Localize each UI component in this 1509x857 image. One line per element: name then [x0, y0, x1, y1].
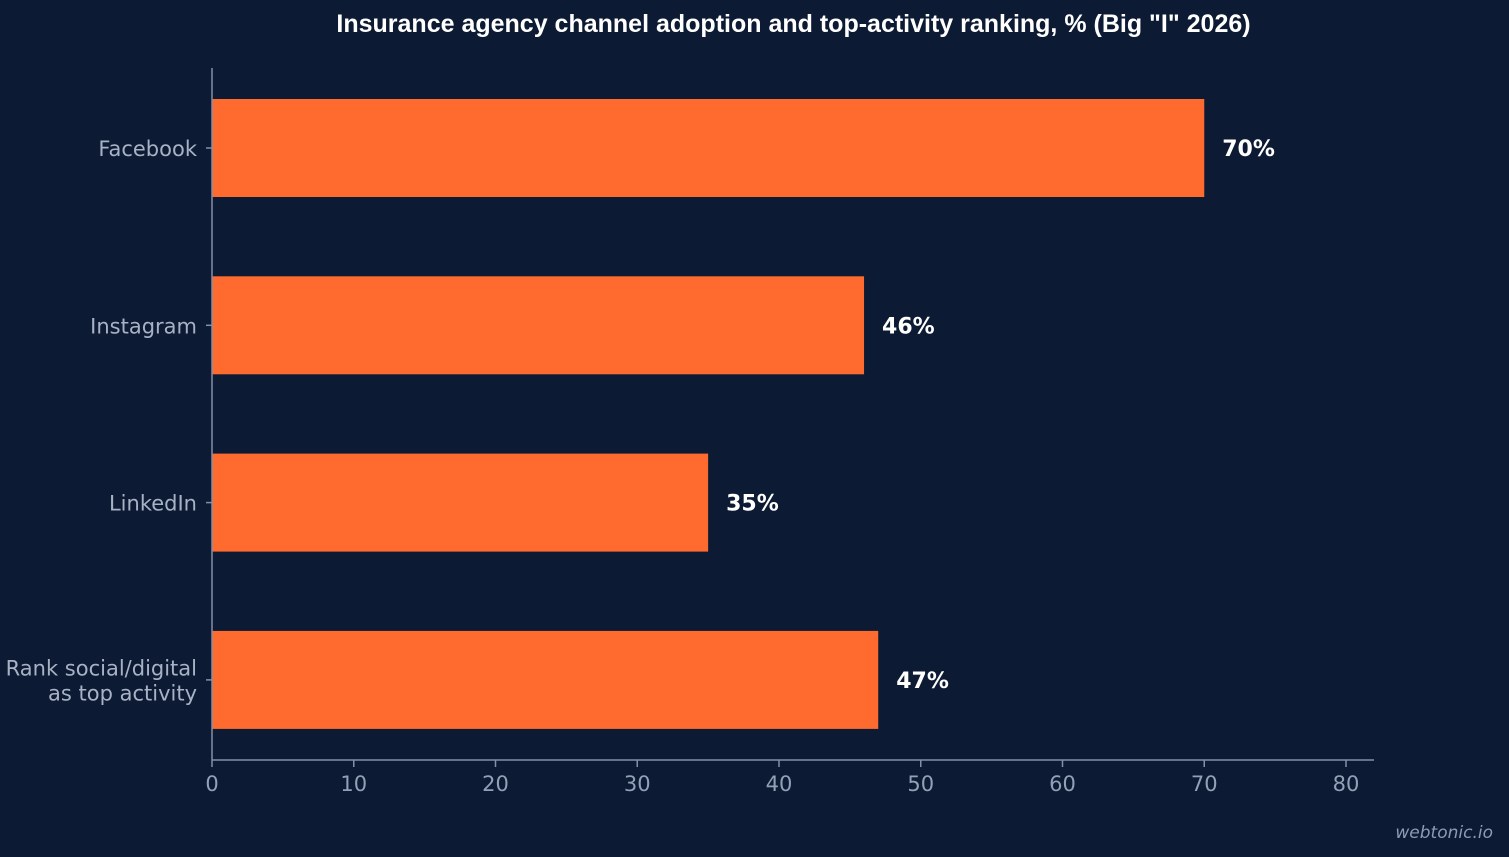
bar	[212, 453, 709, 552]
x-tick-label: 70	[1191, 772, 1218, 796]
bar	[212, 276, 865, 375]
category-label: as top activity	[48, 681, 197, 705]
data-label: 35%	[726, 492, 779, 517]
x-tick-label: 10	[340, 772, 367, 796]
data-label: 46%	[882, 314, 935, 339]
x-tick-label: 30	[624, 772, 651, 796]
bar	[212, 630, 879, 729]
x-tick-label: 60	[1049, 772, 1076, 796]
x-tick-label: 50	[907, 772, 934, 796]
category-label: LinkedIn	[109, 492, 197, 516]
data-label: 47%	[896, 669, 949, 694]
x-tick-label: 80	[1333, 772, 1360, 796]
bar	[212, 99, 1205, 197]
watermark: webtonic.io	[1395, 823, 1493, 843]
category-label: Instagram	[90, 314, 197, 338]
data-label: 70%	[1222, 137, 1275, 162]
chart-title: Insurance agency channel adoption and to…	[336, 10, 1251, 38]
category-label: Facebook	[98, 137, 198, 161]
x-tick-label: 0	[205, 772, 218, 796]
x-tick-label: 40	[766, 772, 793, 796]
x-tick-label: 20	[482, 772, 509, 796]
category-label: Rank social/digital	[6, 656, 197, 680]
